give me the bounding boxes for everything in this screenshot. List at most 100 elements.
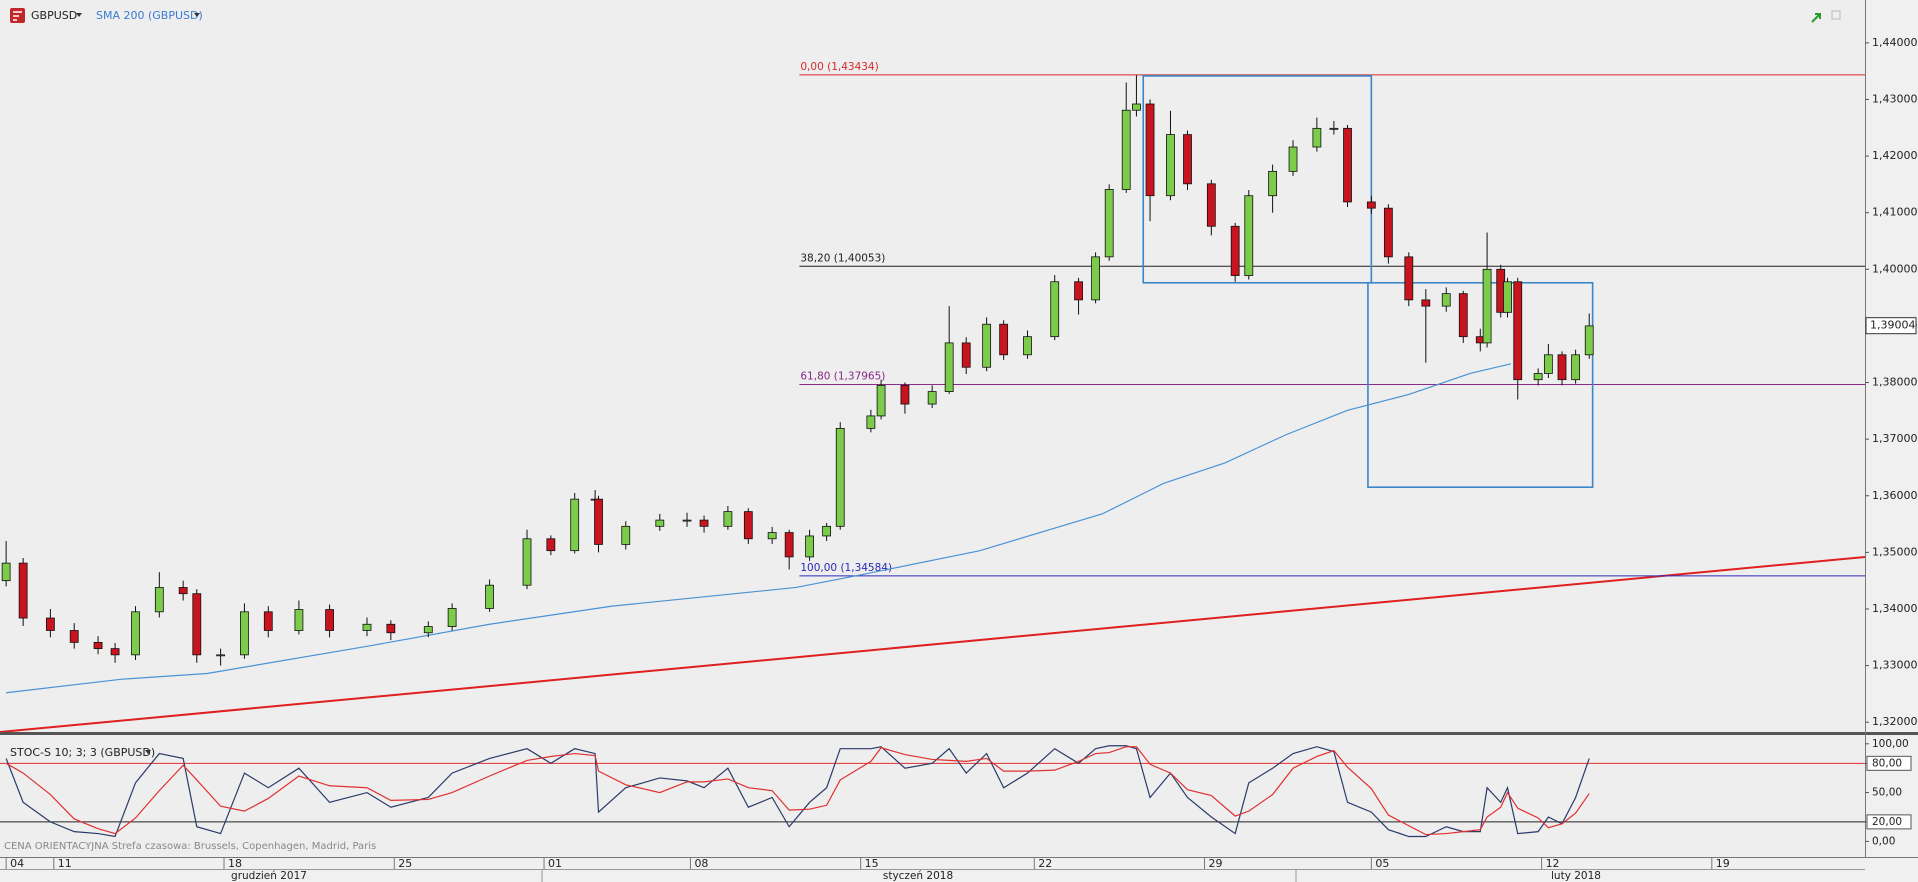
candle-body [1503, 281, 1512, 313]
y-tick-label: 100,00 [1872, 738, 1909, 750]
legend-sma[interactable]: SMA 200 (GBPUSD) [96, 9, 203, 22]
candle-body [546, 538, 556, 552]
level-box [1866, 755, 1912, 771]
candle-body [1533, 373, 1543, 381]
candle-body [682, 519, 692, 522]
candle-body [45, 617, 55, 631]
fib-label: 100,00 (1,34584) [800, 562, 892, 574]
candle-body [423, 626, 433, 634]
y-tick-label: 0,00 [1872, 835, 1895, 847]
candle-body [621, 525, 631, 545]
candle-body [1441, 293, 1451, 307]
candle-body [1543, 354, 1553, 374]
x-tick-label: 12 [1546, 857, 1560, 870]
candle-body [1343, 127, 1352, 203]
y-tick-label: 1,33000 [1872, 659, 1918, 672]
candle-body [1206, 183, 1216, 227]
level-box [1866, 814, 1912, 830]
y-tick-label: 80,00 [1872, 757, 1902, 769]
x-tick-label: 04 [10, 857, 24, 870]
x-tick-label: 05 [1375, 857, 1389, 870]
candle-body [1074, 281, 1083, 301]
candle-body [743, 511, 753, 540]
candle-body [699, 519, 709, 527]
footnote: CENA ORIENTACYJNA Strefa czasowa: Brusse… [4, 841, 376, 852]
candle-body [1145, 103, 1155, 197]
candle-body [767, 532, 777, 540]
candle-body [1421, 299, 1431, 307]
dropdown-arrow[interactable] [145, 750, 151, 754]
candle-body [93, 641, 103, 650]
x-tick-label: 11 [58, 857, 72, 870]
x-tick-label: 18 [228, 857, 242, 870]
y-tick-label: 1,40000 [1872, 262, 1918, 275]
candle-body [784, 532, 794, 558]
candle-body [1230, 225, 1240, 276]
trendline [0, 555, 1865, 732]
stoch-title[interactable]: STOC-S 10; 3; 3 (GBPUSD) [10, 746, 155, 759]
x-tick-label: 15 [865, 857, 879, 870]
symbol-title[interactable]: GBPUSD [31, 9, 77, 22]
x-tick-label: 19 [1716, 857, 1730, 870]
candle-body [1104, 189, 1114, 258]
main-plot [0, 0, 1865, 732]
candle-body [294, 609, 304, 631]
candle-body [570, 498, 580, 552]
x-tick-label: 01 [548, 857, 562, 870]
candle-body [961, 342, 971, 368]
candle-body [1091, 256, 1100, 301]
candle-body [655, 519, 665, 527]
candle-body [805, 535, 814, 558]
candle-body [723, 511, 733, 527]
dropdown-arrow[interactable] [194, 13, 200, 17]
candle-body [1482, 268, 1492, 344]
toolbar-icon[interactable] [1811, 10, 1841, 23]
last-price-label: 1,39004 [1870, 319, 1916, 332]
candle-body [18, 562, 28, 619]
candle-body [1458, 293, 1468, 338]
candle-body [876, 384, 886, 417]
x-tick-label: 25 [398, 857, 412, 870]
y-tick-label: 1,38000 [1872, 376, 1918, 389]
candle-body [154, 587, 164, 613]
candle-body [1288, 146, 1298, 172]
y-tick-label: 20,00 [1872, 816, 1902, 828]
candle-body [131, 611, 140, 656]
fib-label: 0,00 (1,43434) [800, 61, 878, 73]
candle-body [485, 584, 494, 609]
dropdown-arrow[interactable] [76, 13, 82, 17]
candle-body [1244, 195, 1254, 276]
y-tick-label: 1,42000 [1872, 149, 1918, 162]
candle-body [1383, 207, 1393, 258]
stoch-line [5, 746, 1590, 836]
candle-body [1132, 103, 1141, 111]
candle-body [362, 623, 372, 631]
candle-body [900, 384, 910, 405]
x-tick-label: 22 [1038, 857, 1052, 870]
candle-body [1366, 201, 1376, 209]
stoch-layer [0, 745, 1865, 838]
month-label: luty 2018 [1551, 870, 1601, 882]
month-label: grudzień 2017 [231, 870, 307, 882]
annotation-rect [1367, 281, 1594, 489]
y-tick-label: 1,37000 [1872, 432, 1918, 445]
candle-body [982, 323, 992, 368]
candle-body [1571, 354, 1581, 381]
y-tick-label: 50,00 [1872, 787, 1902, 799]
candle-body [944, 342, 954, 392]
candle-body [447, 608, 457, 627]
candle-body [1557, 354, 1567, 381]
candle-body [263, 611, 273, 631]
y-tick-label: 1,41000 [1872, 206, 1918, 219]
candle-body [1166, 134, 1175, 197]
candle-body [1513, 281, 1523, 381]
candle-body [1268, 170, 1278, 197]
sma-line [6, 363, 1512, 694]
candle-body [1023, 336, 1032, 356]
candle-body [216, 654, 226, 657]
candle-body [835, 427, 845, 527]
candle-body [69, 630, 79, 643]
y-tick-label: 1,44000 [1872, 36, 1918, 49]
candle-body [1312, 127, 1322, 148]
